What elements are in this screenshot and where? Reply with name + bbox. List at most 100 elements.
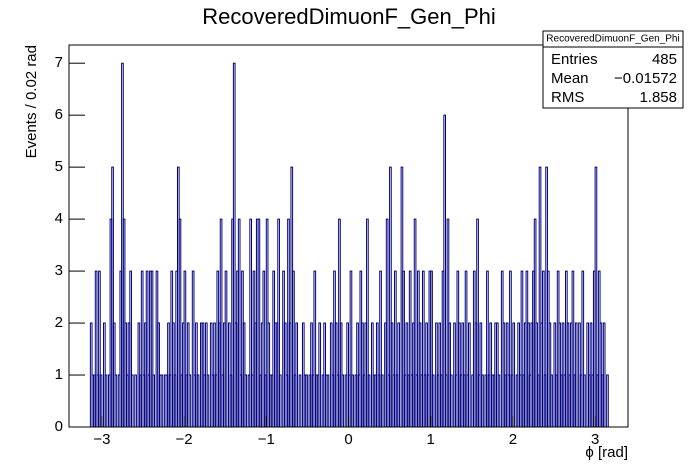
histogram-bin: [468, 322, 471, 427]
histogram-bin: [206, 374, 210, 427]
histogram-bin: [278, 374, 282, 427]
histogram-bin: [129, 270, 132, 427]
histogram-bin: [402, 270, 405, 427]
histogram-bin: [196, 374, 200, 427]
histogram-bin: [244, 374, 248, 427]
histogram-bin: [98, 270, 101, 427]
histogram-bin: [99, 374, 103, 427]
histogram-bin: [298, 374, 302, 427]
histogram-bin: [237, 218, 241, 427]
histogram-bin: [449, 374, 453, 427]
plot-area: [69, 62, 628, 428]
histogram-bin: [385, 218, 389, 427]
y-tick-label: 0: [55, 418, 63, 435]
x-tick-label: −3: [93, 431, 110, 448]
x-tick-label: −2: [176, 431, 193, 448]
histogram-bin: [224, 270, 228, 427]
y-tick-label: 3: [55, 262, 63, 279]
y-tick-label: 4: [55, 210, 63, 227]
histogram-bin: [430, 270, 433, 427]
x-tick-label: 1: [427, 431, 435, 448]
histogram-bin: [326, 374, 330, 427]
histogram-bin: [408, 270, 412, 427]
histogram-bin: [341, 374, 345, 427]
histogram-bin: [150, 270, 154, 427]
histogram-bin: [574, 322, 578, 427]
histogram-bin: [581, 270, 585, 427]
histogram-bin: [178, 218, 182, 427]
histogram-bin: [134, 374, 137, 427]
histogram-bin: [443, 114, 447, 427]
histogram-bin: [249, 218, 252, 427]
histogram-bin: [464, 270, 468, 427]
histogram-bin: [318, 322, 322, 427]
histogram-bin: [583, 374, 586, 427]
histogram-bin: [542, 270, 545, 427]
histogram-bin: [277, 218, 280, 427]
histogram-bin: [114, 374, 118, 427]
histogram-bin: [219, 218, 223, 427]
y-tick-label: 5: [55, 158, 63, 175]
x-tick-label: 3: [591, 431, 599, 448]
histogram-bin: [160, 374, 164, 427]
y-tick-label: 1: [55, 366, 63, 383]
histogram-bin: [389, 166, 392, 427]
histogram-bin: [367, 374, 371, 427]
histogram-bin: [476, 218, 479, 427]
histogram-bin: [349, 270, 353, 427]
histogram-bin: [191, 270, 195, 427]
y-tick-label: 6: [55, 106, 63, 123]
histogram-bin: [295, 322, 299, 427]
histogram-bin: [379, 270, 382, 427]
histogram-bin: [571, 270, 575, 427]
stats-value: −0.01572: [614, 70, 677, 87]
stats-label: Mean: [551, 70, 589, 87]
histogram-bin: [152, 374, 155, 427]
histogram-bin: [606, 374, 609, 427]
histogram-bin: [550, 374, 553, 427]
histogram-bin: [486, 270, 489, 427]
histogram-bin: [183, 270, 187, 427]
histogram-bin: [602, 322, 606, 427]
histogram-bin: [509, 270, 512, 427]
histogram-bin: [394, 270, 397, 427]
stats-value: 485: [652, 51, 677, 68]
histogram-bin: [413, 218, 417, 427]
y-axis-label: Events / 0.02 rad: [23, 45, 40, 158]
histogram-bin: [232, 62, 236, 427]
histogram-bin: [145, 270, 149, 427]
x-tick-label: 2: [509, 431, 517, 448]
histogram-bin: [188, 374, 192, 427]
stats-label: RMS: [551, 89, 584, 106]
histogram-bin: [594, 166, 598, 427]
histogram-bin: [104, 374, 108, 427]
y-tick-label: 7: [55, 54, 63, 71]
histogram-bin: [111, 166, 114, 427]
histogram-bin: [497, 374, 501, 427]
y-tick-label: 2: [55, 314, 63, 331]
x-tick-label: 0: [344, 431, 352, 448]
histogram-bin: [130, 374, 134, 427]
histogram-bin: [520, 270, 524, 427]
histogram-bin: [481, 374, 484, 427]
histogram-bin: [397, 322, 400, 427]
histogram-bin: [262, 270, 266, 427]
histogram-bin: [292, 270, 295, 427]
stats-label: Entries: [551, 51, 598, 68]
histogram-bin: [380, 374, 384, 427]
histogram-bin: [366, 218, 369, 427]
stats-frame: [542, 30, 684, 109]
stats-box: RecoveredDimuonF_Gen_Phi Entries 485 Mean −…: [542, 30, 684, 109]
x-axis-label: ϕ [rad]: [585, 444, 628, 461]
stats-title: RecoveredDimuonF_Gen_Phi: [546, 34, 679, 45]
histogram-bin: [512, 322, 516, 427]
histogram-bin: [305, 374, 308, 427]
histogram-bin: [351, 374, 354, 427]
x-tick-label: −1: [258, 431, 275, 448]
histogram-bin: [313, 270, 317, 427]
histogram-bin: [140, 270, 144, 427]
chart-title: RecoveredDimuonF_Gen_Phi: [202, 4, 496, 29]
stats-value: 1.858: [639, 89, 677, 106]
histogram-bin: [431, 374, 435, 427]
